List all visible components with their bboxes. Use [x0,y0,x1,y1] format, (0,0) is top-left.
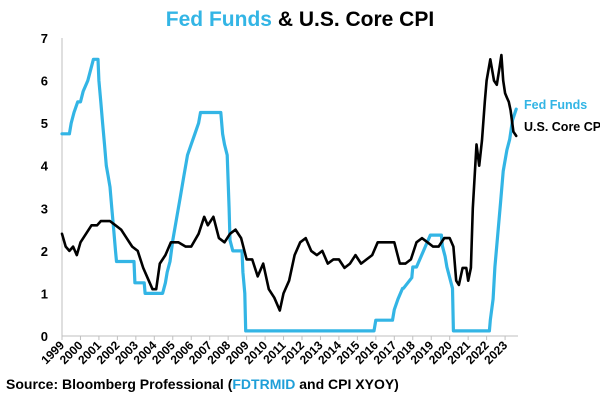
fed-funds-line [60,57,518,333]
source-prefix: Source: Bloomberg Professional ( [6,376,233,392]
source-ticker: FDTRMID [232,376,296,392]
title-fed-funds: Fed Funds [165,8,272,31]
y-tick-label: 1 [41,286,48,301]
core-cpi-line [60,53,518,312]
y-tick-label: 6 [41,74,48,89]
y-tick-label: 3 [41,201,48,216]
y-tick-label: 4 [41,159,49,174]
title-core-cpi: & U.S. Core CPI [277,8,435,31]
y-tick-label: 0 [41,329,48,344]
series-lines [60,53,518,333]
fed-funds-label: Fed Funds [524,98,587,112]
series-labels: Fed Funds U.S. Core CPI [524,98,600,134]
y-tick-label: 2 [41,244,48,259]
y-tick-label: 7 [41,31,48,46]
source-note: Source: Bloomberg Professional (FDTRMID … [6,376,399,392]
axes [61,38,518,340]
tick-labels: 0123456719992000200120022003200420052006… [38,31,510,367]
y-tick-label: 5 [41,116,48,131]
core-cpi-label: U.S. Core CPI [524,120,600,134]
source-suffix: and CPI XYOY) [295,376,399,392]
chart-title: Fed Funds & U.S. Core CPI [0,8,600,32]
